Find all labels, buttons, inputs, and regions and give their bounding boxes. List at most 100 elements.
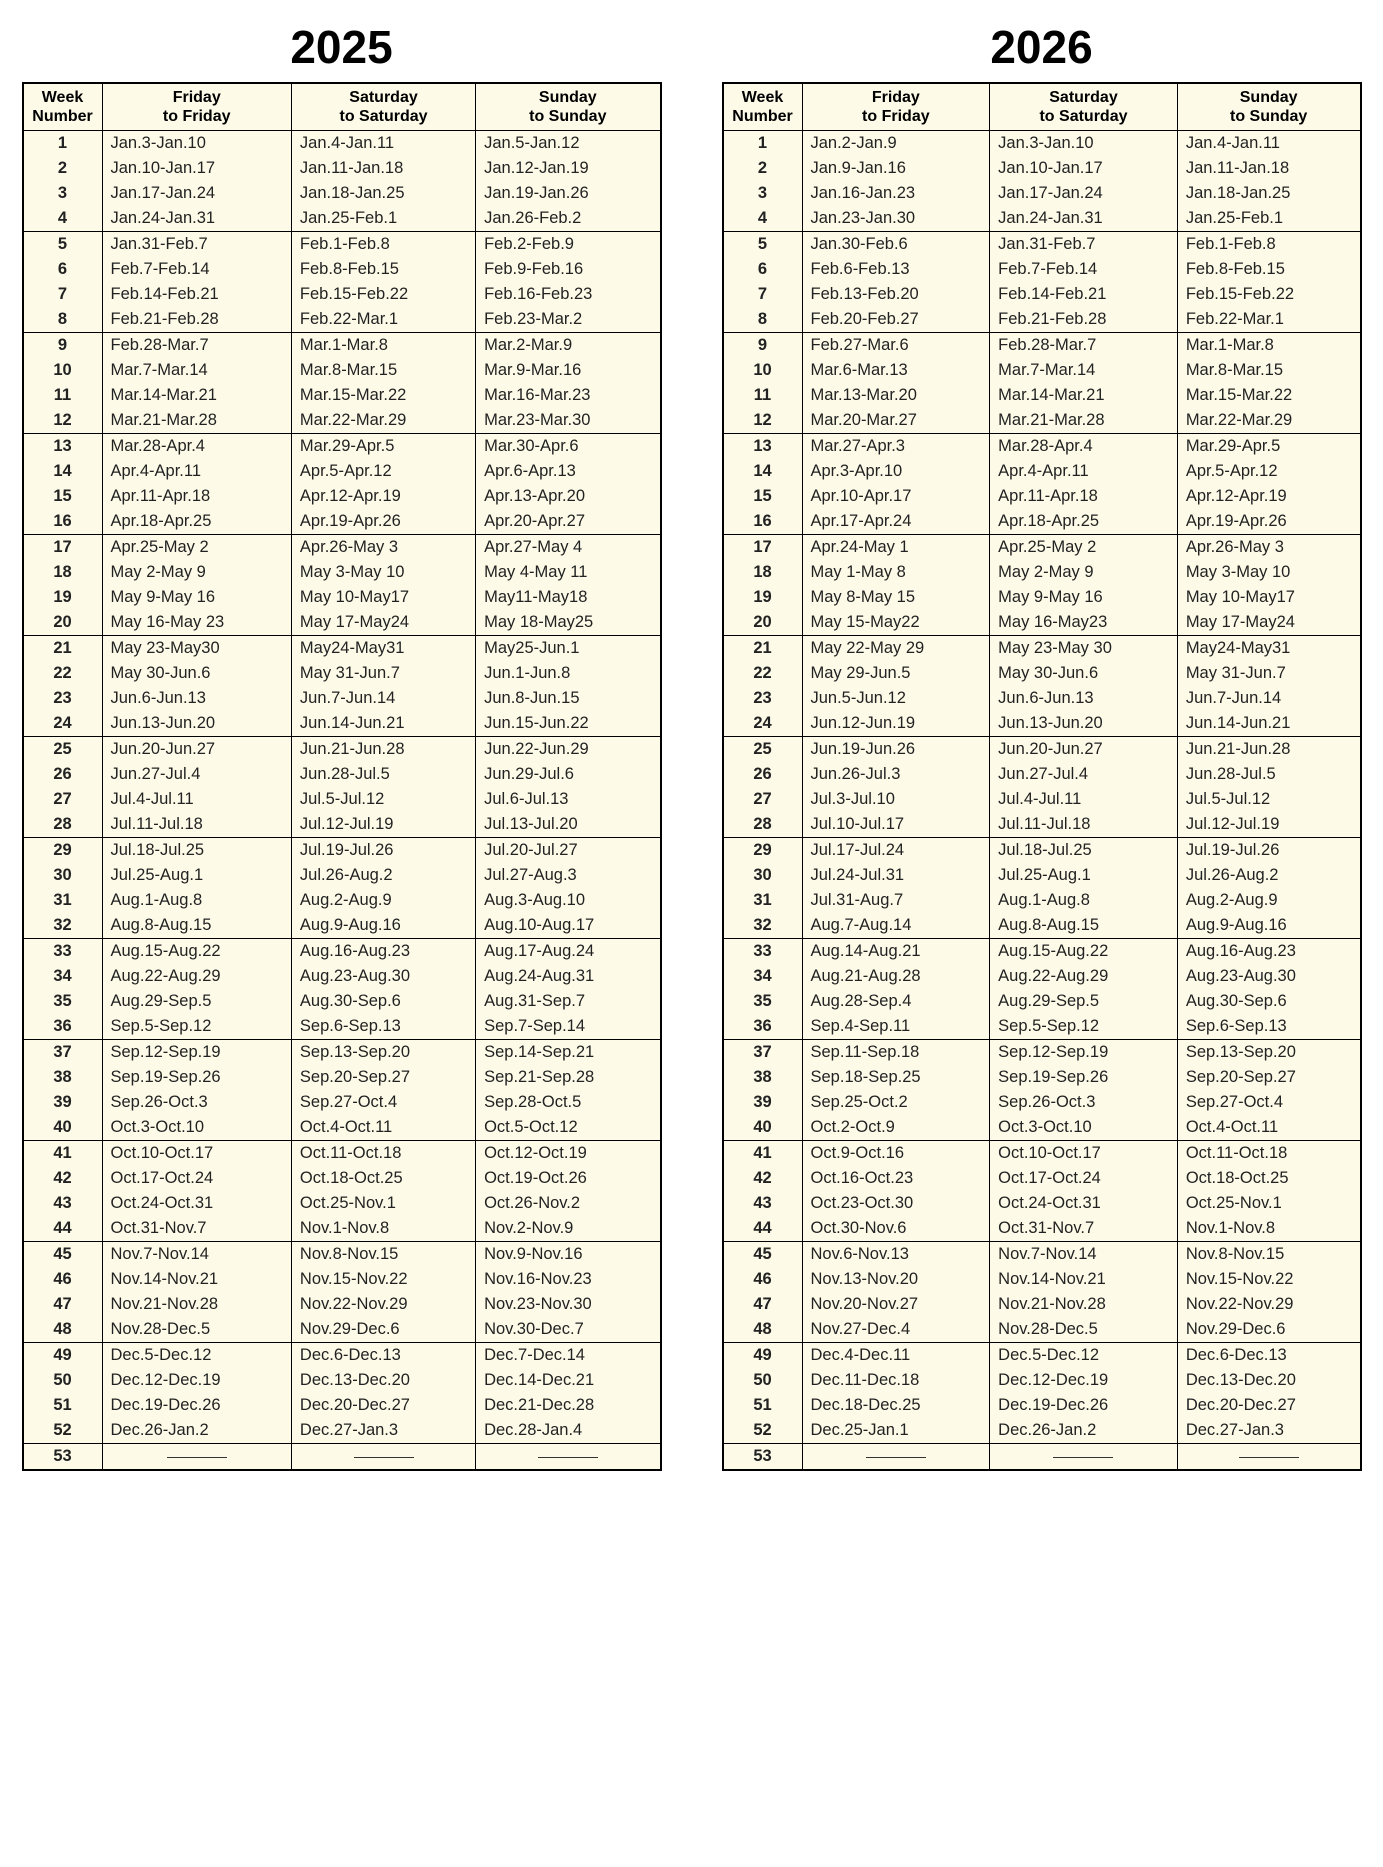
cell-sunday: Dec.7-Dec.14 [476,1343,661,1369]
cell-saturday: Jan.11-Jan.18 [291,156,475,181]
cell-week: 21 [723,636,803,662]
cell-week: 44 [23,1216,103,1242]
table-row: 18May 1-May 8May 2-May 9May 3-May 10 [723,560,1361,585]
cell-sunday: Oct.19-Oct.26 [476,1166,661,1191]
cell-saturday: Sep.20-Sep.27 [291,1065,475,1090]
cell-saturday: Mar.7-Mar.14 [990,358,1178,383]
cell-week: 4 [723,206,803,232]
table-row: 9Feb.27-Mar.6Feb.28-Mar.7Mar.1-Mar.8 [723,333,1361,359]
cell-friday: Mar.7-Mar.14 [102,358,291,383]
cell-sunday: Jan.25-Feb.1 [1177,206,1360,232]
cell-saturday: Feb.7-Feb.14 [990,257,1178,282]
cell-saturday: Jan.3-Jan.10 [990,131,1178,157]
table-row: 12Mar.20-Mar.27Mar.21-Mar.28Mar.22-Mar.2… [723,408,1361,434]
cell-saturday: Nov.22-Nov.29 [291,1292,475,1317]
cell-friday: Jun.13-Jun.20 [102,711,291,737]
cell-sunday: Feb.9-Feb.16 [476,257,661,282]
cell-friday: Jul.10-Jul.17 [802,812,990,838]
cell-friday: Feb.13-Feb.20 [802,282,990,307]
table-row: 7Feb.14-Feb.21Feb.15-Feb.22Feb.16-Feb.23 [23,282,661,307]
table-row: 24Jun.13-Jun.20Jun.14-Jun.21Jun.15-Jun.2… [23,711,661,737]
cell-saturday: Nov.8-Nov.15 [291,1242,475,1268]
cell-week: 51 [23,1393,103,1418]
cell-friday: Jul.17-Jul.24 [802,838,990,864]
cell-week: 27 [23,787,103,812]
cell-week: 3 [23,181,103,206]
cell-friday: Feb.27-Mar.6 [802,333,990,359]
table-row: 42Oct.16-Oct.23Oct.17-Oct.24Oct.18-Oct.2… [723,1166,1361,1191]
cell-friday: Jul.3-Jul.10 [802,787,990,812]
cell-week: 5 [23,232,103,258]
cell-sunday: Apr.6-Apr.13 [476,459,661,484]
col-sat: Saturdayto Saturday [990,83,1178,131]
cell-sunday: Sep.13-Sep.20 [1177,1040,1360,1066]
cell-saturday: Apr.19-Apr.26 [291,509,475,535]
cell-sunday: Oct.26-Nov.2 [476,1191,661,1216]
table-row: 32Aug.8-Aug.15Aug.9-Aug.16Aug.10-Aug.17 [23,913,661,939]
cell-friday: May 23-May30 [102,636,291,662]
cell-week: 19 [23,585,103,610]
cell-sunday: Jan.18-Jan.25 [1177,181,1360,206]
cell-friday: Oct.23-Oct.30 [802,1191,990,1216]
cell-friday: Mar.21-Mar.28 [102,408,291,434]
cell-saturday: Nov.29-Dec.6 [291,1317,475,1343]
table-row: 16Apr.17-Apr.24Apr.18-Apr.25Apr.19-Apr.2… [723,509,1361,535]
cell-sunday: Mar.9-Mar.16 [476,358,661,383]
col-sun: Sundayto Sunday [476,83,661,131]
cell-week: 53 [723,1444,803,1471]
cell-week: 17 [23,535,103,561]
table-row: 1Jan.3-Jan.10Jan.4-Jan.11Jan.5-Jan.12 [23,131,661,157]
cell-week: 43 [23,1191,103,1216]
cell-friday: May 29-Jun.5 [802,661,990,686]
cell-saturday: Jun.20-Jun.27 [990,737,1178,763]
cell-friday: Sep.5-Sep.12 [102,1014,291,1040]
cell-friday: Oct.31-Nov.7 [102,1216,291,1242]
table-row: 35Aug.29-Sep.5Aug.30-Sep.6Aug.31-Sep.7 [23,989,661,1014]
cell-friday: May 22-May 29 [802,636,990,662]
table-row: 14Apr.4-Apr.11Apr.5-Apr.12Apr.6-Apr.13 [23,459,661,484]
cell-saturday: Nov.21-Nov.28 [990,1292,1178,1317]
cell-sunday: May 17-May24 [1177,610,1360,636]
cell-sunday: Jul.12-Jul.19 [1177,812,1360,838]
table-row: 52Dec.25-Jan.1Dec.26-Jan.2Dec.27-Jan.3 [723,1418,1361,1444]
cell-week: 49 [723,1343,803,1369]
cell-friday: Aug.7-Aug.14 [802,913,990,939]
cell-saturday: May 10-May17 [291,585,475,610]
week-table-2026: WeekNumber Fridayto Friday Saturdayto Sa… [722,82,1362,1471]
table-row: 53 [23,1444,661,1471]
cell-saturday: Mar.29-Apr.5 [291,434,475,460]
table-row: 10Mar.7-Mar.14Mar.8-Mar.15Mar.9-Mar.16 [23,358,661,383]
cell-week: 33 [23,939,103,965]
cell-week: 17 [723,535,803,561]
table-row: 52Dec.26-Jan.2Dec.27-Jan.3Dec.28-Jan.4 [23,1418,661,1444]
cell-friday: Sep.4-Sep.11 [802,1014,990,1040]
cell-week: 3 [723,181,803,206]
cell-sunday: Apr.20-Apr.27 [476,509,661,535]
cell-week: 22 [23,661,103,686]
table-header-row: WeekNumber Fridayto Friday Saturdayto Sa… [723,83,1361,131]
cell-friday: Feb.21-Feb.28 [102,307,291,333]
cell-week: 40 [723,1115,803,1141]
cell-sunday: Aug.10-Aug.17 [476,913,661,939]
cell-week: 26 [23,762,103,787]
cell-sunday: May25-Jun.1 [476,636,661,662]
cell-friday: Jul.24-Jul.31 [802,863,990,888]
table-row: 49Dec.5-Dec.12Dec.6-Dec.13Dec.7-Dec.14 [23,1343,661,1369]
cell-saturday: Mar.8-Mar.15 [291,358,475,383]
cell-week: 40 [23,1115,103,1141]
cell-saturday: Mar.15-Mar.22 [291,383,475,408]
table-row: 23Jun.5-Jun.12Jun.6-Jun.13Jun.7-Jun.14 [723,686,1361,711]
cell-week: 31 [23,888,103,913]
cell-sunday: Nov.23-Nov.30 [476,1292,661,1317]
table-row: 38Sep.19-Sep.26Sep.20-Sep.27Sep.21-Sep.2… [23,1065,661,1090]
cell-week: 39 [723,1090,803,1115]
cell-saturday: Jan.25-Feb.1 [291,206,475,232]
table-row: 5Jan.30-Feb.6Jan.31-Feb.7Feb.1-Feb.8 [723,232,1361,258]
cell-sunday: Mar.16-Mar.23 [476,383,661,408]
cell-sunday: Jun.7-Jun.14 [1177,686,1360,711]
cell-friday: May 30-Jun.6 [102,661,291,686]
cell-week: 10 [23,358,103,383]
cell-saturday: Sep.19-Sep.26 [990,1065,1178,1090]
cell-saturday: Jun.14-Jun.21 [291,711,475,737]
cell-week: 31 [723,888,803,913]
